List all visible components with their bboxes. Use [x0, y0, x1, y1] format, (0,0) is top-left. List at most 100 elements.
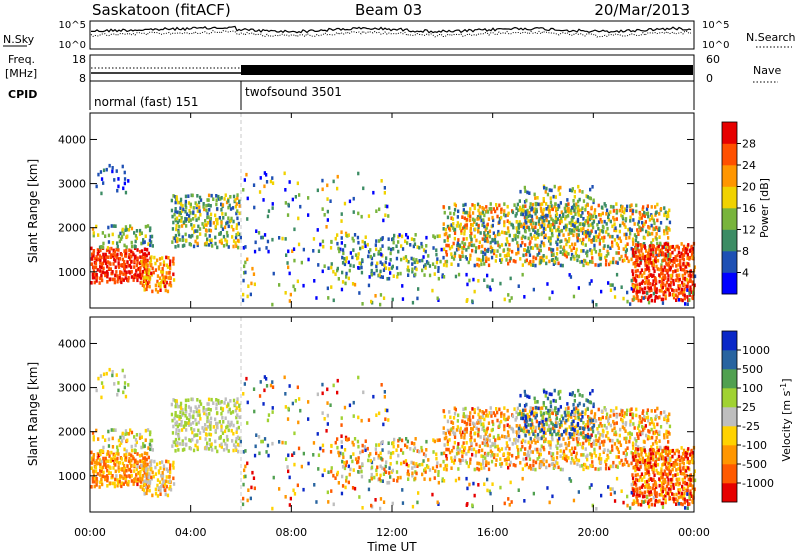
range-cell [608, 234, 612, 239]
range-cell [111, 445, 115, 449]
range-cell [446, 442, 449, 447]
range-cell [653, 287, 656, 291]
range-cell [635, 209, 638, 214]
range-cell [574, 242, 577, 246]
range-cell [632, 499, 635, 503]
range-cell [539, 460, 542, 464]
range-cell [222, 438, 226, 443]
range-cell [464, 223, 467, 228]
range-cell [483, 224, 486, 229]
range-cell [171, 418, 174, 423]
range-cell [135, 263, 139, 268]
range-cell [677, 246, 680, 250]
range-cell [425, 235, 428, 240]
range-cell [618, 236, 621, 241]
range-cell [158, 480, 162, 484]
range-cell [646, 468, 649, 473]
range-cell [450, 420, 453, 424]
range-cell [529, 418, 532, 422]
range-cell [511, 238, 514, 242]
range-cell [541, 459, 544, 464]
range-cell [263, 375, 266, 379]
range-cell [609, 450, 612, 454]
range-cell [658, 279, 661, 284]
range-cell [628, 227, 632, 231]
range-cell [683, 271, 687, 276]
range-cell [457, 247, 460, 251]
range-cell [222, 234, 226, 239]
range-cell [180, 219, 183, 223]
range-cell [143, 266, 146, 271]
range-cell [125, 431, 129, 436]
range-cell [379, 441, 383, 446]
range-cell [456, 241, 459, 246]
range-cell [554, 256, 558, 260]
range-cell [161, 279, 164, 283]
range-cell [125, 270, 128, 275]
range-cell [216, 425, 219, 430]
range-cell [293, 431, 296, 436]
range-cell [197, 216, 200, 221]
range-cell [505, 237, 508, 241]
range-cell [119, 270, 122, 274]
range-cell [359, 261, 363, 266]
range-cell [373, 475, 376, 480]
range-cell [644, 499, 647, 504]
range-cell [244, 260, 247, 265]
range-cell [541, 215, 544, 220]
range-cell [593, 451, 596, 455]
range-cell [658, 226, 661, 231]
cpid-panel: CPID normal (fast) 151 twofsound 3501 [8, 81, 695, 110]
range-cell [515, 252, 518, 256]
range-cell [606, 430, 609, 435]
range-cell [632, 480, 635, 484]
range-cell [165, 484, 168, 489]
range-cell [307, 196, 310, 200]
range-cell [582, 237, 585, 242]
range-cell [644, 220, 647, 224]
range-cell [519, 409, 522, 414]
range-cell [623, 232, 626, 237]
range-cell [93, 479, 96, 484]
range-cell [422, 452, 426, 456]
range-cell [585, 465, 588, 470]
y-tick-label: 1000 [58, 266, 86, 279]
range-cell [646, 275, 649, 280]
range-cell [459, 254, 462, 259]
range-cell [98, 254, 101, 258]
range-cell [544, 437, 547, 442]
range-cell [443, 451, 446, 456]
range-cell [576, 238, 579, 243]
range-cell [178, 238, 181, 242]
range-cell [244, 270, 247, 275]
range-cell [579, 227, 583, 231]
range-cell [95, 255, 98, 259]
range-cell [449, 415, 452, 420]
range-cell [415, 267, 418, 272]
range-cell [130, 469, 133, 474]
range-cell [638, 467, 641, 472]
range-cell [313, 483, 316, 487]
range-cell [519, 205, 522, 210]
range-cell [415, 258, 418, 262]
range-cell [554, 460, 558, 464]
range-cell [487, 461, 490, 466]
range-cell [209, 212, 213, 217]
range-cell [115, 373, 118, 377]
range-cell [645, 453, 648, 457]
range-cell [640, 246, 643, 250]
range-cell [174, 421, 177, 426]
range-cell [227, 205, 230, 210]
range-cell [564, 216, 567, 221]
range-cell [142, 468, 146, 472]
range-cell [654, 290, 657, 294]
range-cell [95, 184, 98, 189]
range-cell [612, 464, 615, 469]
range-cell [260, 439, 263, 444]
range-cell [465, 226, 468, 230]
range-cell [548, 188, 551, 192]
range-cell [650, 498, 653, 502]
range-cell [577, 204, 580, 209]
range-cell [130, 453, 133, 458]
range-cell [444, 227, 447, 232]
